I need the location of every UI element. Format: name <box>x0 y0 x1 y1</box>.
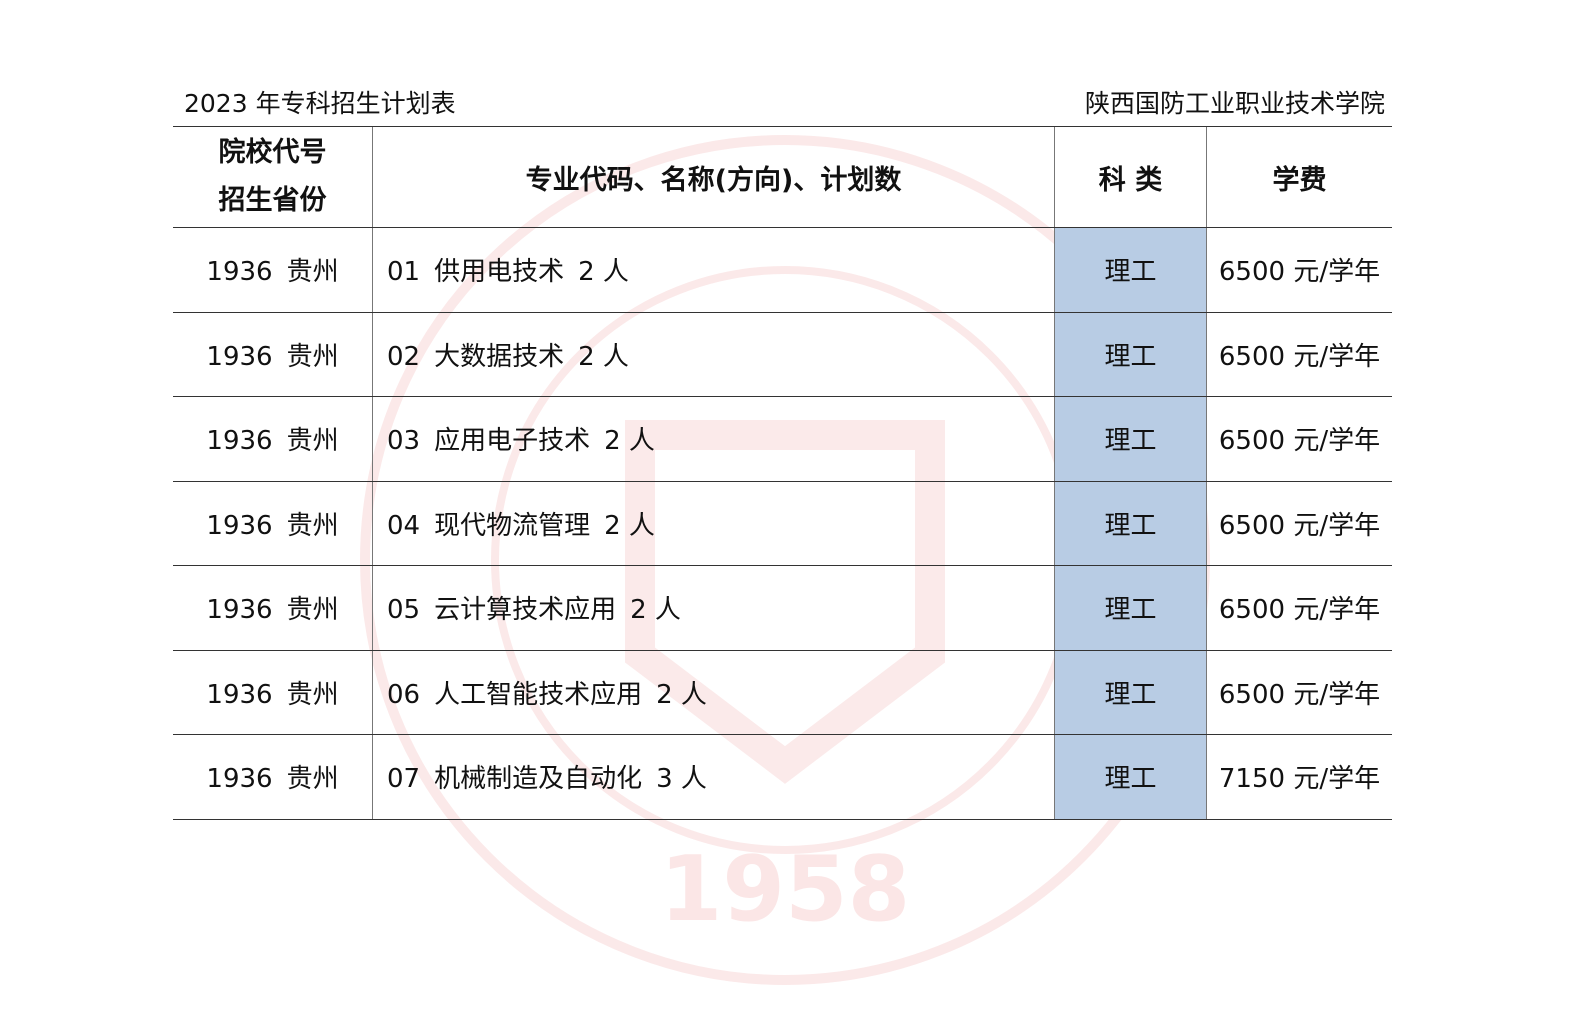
fee-cell: 6500 元/学年 <box>1206 311 1392 397</box>
code-province-cell: 1936 贵州 <box>173 311 373 397</box>
province: 贵州 <box>286 257 339 288</box>
school-code: 1936 <box>206 341 273 372</box>
major-name: 云计算技术应用 <box>434 595 617 626</box>
category-cell: 理工 <box>1054 649 1207 735</box>
table-row: 1936 贵州 07 机械制造及自动化 3 人 理工 7150 元/学年 <box>173 734 1392 820</box>
header-fee: 学费 <box>1206 126 1392 228</box>
table-row: 1936 贵州 02 大数据技术 2 人 理工 6500 元/学年 <box>173 311 1392 397</box>
major-name: 人工智能技术应用 <box>434 679 643 710</box>
category-cell: 理工 <box>1054 480 1207 566</box>
header-code-province: 院校代号 招生省份 <box>173 126 373 228</box>
table-header-row: 院校代号 招生省份 专业代码、名称(方向)、计划数 科 类 学费 <box>173 126 1392 228</box>
fee-cell: 6500 元/学年 <box>1206 396 1392 482</box>
major-name: 大数据技术 <box>434 341 565 372</box>
major-code: 06 <box>387 679 421 710</box>
major-cell: 02 大数据技术 2 人 <box>372 311 1055 397</box>
major-name: 现代物流管理 <box>434 510 591 541</box>
table-row: 1936 贵州 03 应用电子技术 2 人 理工 6500 元/学年 <box>173 396 1392 482</box>
school-code: 1936 <box>206 679 273 710</box>
fee-cell: 6500 元/学年 <box>1206 480 1392 566</box>
major-code: 07 <box>387 764 421 795</box>
major-name: 应用电子技术 <box>434 426 591 457</box>
plan-count: 2 人 <box>578 341 629 372</box>
school-code: 1936 <box>206 257 273 288</box>
code-province-cell: 1936 贵州 <box>173 396 373 482</box>
major-cell: 07 机械制造及自动化 3 人 <box>372 734 1055 820</box>
enrollment-plan-table: 院校代号 招生省份 专业代码、名称(方向)、计划数 科 类 学费 1936 贵州 0… <box>173 126 1392 820</box>
category-cell: 理工 <box>1054 734 1207 820</box>
major-cell: 06 人工智能技术应用 2 人 <box>372 649 1055 735</box>
school-code: 1936 <box>206 764 273 795</box>
major-name: 机械制造及自动化 <box>434 764 643 795</box>
page-title: 2023 年专科招生计划表 <box>184 89 456 118</box>
major-cell: 01 供用电技术 2 人 <box>372 227 1055 313</box>
header-major: 专业代码、名称(方向)、计划数 <box>372 126 1055 228</box>
major-code: 05 <box>387 595 421 626</box>
code-province-cell: 1936 贵州 <box>173 734 373 820</box>
school-code: 1936 <box>206 510 273 541</box>
major-code: 04 <box>387 510 421 541</box>
plan-count: 2 人 <box>578 257 629 288</box>
table-row: 1936 贵州 06 人工智能技术应用 2 人 理工 6500 元/学年 <box>173 649 1392 735</box>
code-province-cell: 1936 贵州 <box>173 649 373 735</box>
header-category: 科 类 <box>1054 126 1207 228</box>
school-code: 1936 <box>206 426 273 457</box>
fee-cell: 6500 元/学年 <box>1206 649 1392 735</box>
institution-name: 陕西国防工业职业技术学院 <box>1084 89 1385 118</box>
category-cell: 理工 <box>1054 396 1207 482</box>
table-row: 1936 贵州 04 现代物流管理 2 人 理工 6500 元/学年 <box>173 480 1392 566</box>
fee-cell: 7150 元/学年 <box>1206 734 1392 820</box>
code-province-cell: 1936 贵州 <box>173 565 373 651</box>
fee-cell: 6500 元/学年 <box>1206 565 1392 651</box>
province: 贵州 <box>286 510 339 541</box>
header-line: 招生省份 <box>218 185 327 216</box>
svg-text:1958: 1958 <box>660 837 911 942</box>
plan-count: 2 人 <box>656 679 707 710</box>
category-cell: 理工 <box>1054 311 1207 397</box>
major-name: 供用电技术 <box>434 257 565 288</box>
province: 贵州 <box>286 341 339 372</box>
major-code: 01 <box>387 257 421 288</box>
plan-count: 3 人 <box>656 764 707 795</box>
plan-count: 2 人 <box>604 510 655 541</box>
category-cell: 理工 <box>1054 565 1207 651</box>
province: 贵州 <box>286 595 339 626</box>
plan-count: 2 人 <box>630 595 681 626</box>
header-line: 院校代号 <box>218 137 327 168</box>
major-code: 03 <box>387 426 421 457</box>
province: 贵州 <box>286 426 339 457</box>
table-row: 1936 贵州 05 云计算技术应用 2 人 理工 6500 元/学年 <box>173 565 1392 651</box>
major-cell: 05 云计算技术应用 2 人 <box>372 565 1055 651</box>
province: 贵州 <box>286 764 339 795</box>
category-cell: 理工 <box>1054 227 1207 313</box>
major-cell: 04 现代物流管理 2 人 <box>372 480 1055 566</box>
school-code: 1936 <box>206 595 273 626</box>
province: 贵州 <box>286 679 339 710</box>
major-cell: 03 应用电子技术 2 人 <box>372 396 1055 482</box>
fee-cell: 6500 元/学年 <box>1206 227 1392 313</box>
plan-count: 2 人 <box>604 426 655 457</box>
code-province-cell: 1936 贵州 <box>173 480 373 566</box>
major-code: 02 <box>387 341 421 372</box>
code-province-cell: 1936 贵州 <box>173 227 373 313</box>
table-row: 1936 贵州 01 供用电技术 2 人 理工 6500 元/学年 <box>173 227 1392 313</box>
